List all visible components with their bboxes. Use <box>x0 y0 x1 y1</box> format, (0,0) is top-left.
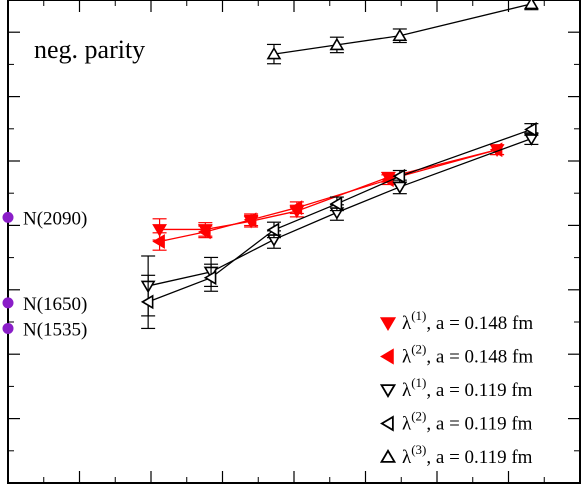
chart-title: neg. parity <box>34 35 145 64</box>
legend-superscript: (3) <box>411 442 426 457</box>
legend-spacing: , a = 0.148 fm <box>426 347 533 368</box>
data-series <box>140 0 539 330</box>
data-point <box>392 181 408 195</box>
legend-entry: λ(1), a = 0.148 fm <box>402 308 533 334</box>
data-point <box>266 46 282 60</box>
resonance-dot <box>2 322 14 334</box>
series-group <box>266 0 539 65</box>
legend-lambda: λ <box>402 313 412 334</box>
resonance-dot <box>2 211 14 223</box>
legend-spacing: , a = 0.119 fm <box>426 414 532 435</box>
data-point <box>203 270 217 286</box>
data-point <box>198 224 211 240</box>
data-point <box>289 200 303 216</box>
resonance-label: N(1535) <box>23 319 87 340</box>
legend-superscript: (2) <box>411 409 426 424</box>
legend-spacing: , a = 0.119 fm <box>426 447 532 468</box>
legend-lambda: λ <box>402 380 412 401</box>
series-group <box>140 122 539 330</box>
data-point <box>140 294 154 310</box>
legend-superscript: (2) <box>411 342 426 357</box>
legend-lambda: λ <box>402 347 412 368</box>
series-line <box>159 149 498 243</box>
resonance-markers: N(2090) N(1650) N(1535) <box>2 208 87 340</box>
legend-marker <box>379 384 397 398</box>
data-point <box>392 28 408 42</box>
data-point <box>392 168 406 184</box>
data-point <box>152 234 165 249</box>
legend-marker <box>380 415 394 432</box>
legend-entry: λ(1), a = 0.119 fm <box>402 375 533 401</box>
series-line <box>273 3 532 55</box>
series-group <box>152 142 505 251</box>
data-point <box>523 0 539 10</box>
series-line <box>147 138 532 287</box>
legend: λ(1), a = 0.148 fmλ(2), a = 0.148 fmλ(1)… <box>379 308 533 468</box>
legend-lambda: λ <box>402 447 412 468</box>
legend-spacing: , a = 0.119 fm <box>426 380 532 401</box>
resonance-dot <box>2 297 14 309</box>
data-point <box>266 222 280 238</box>
resonance-label: N(1650) <box>23 294 87 315</box>
data-point <box>152 224 167 237</box>
series-line <box>159 149 498 231</box>
plot-frame <box>7 0 581 484</box>
legend-spacing: , a = 0.148 fm <box>426 313 533 334</box>
legend-entry: λ(2), a = 0.119 fm <box>402 409 533 435</box>
legend-marker <box>380 348 394 365</box>
legend-entry: λ(2), a = 0.148 fm <box>402 342 533 368</box>
resonance-label: N(2090) <box>23 208 87 229</box>
legend-superscript: (1) <box>411 308 426 323</box>
axis-ticks <box>8 0 580 483</box>
legend-marker <box>379 317 397 331</box>
series-line <box>147 128 532 303</box>
data-point <box>329 37 345 51</box>
legend-entry: λ(3), a = 0.119 fm <box>402 442 533 468</box>
data-point <box>329 196 343 212</box>
legend-lambda: λ <box>402 414 412 435</box>
data-point <box>243 212 257 228</box>
data-point <box>524 122 537 137</box>
legend-superscript: (1) <box>411 375 426 390</box>
legend-marker <box>379 449 397 463</box>
